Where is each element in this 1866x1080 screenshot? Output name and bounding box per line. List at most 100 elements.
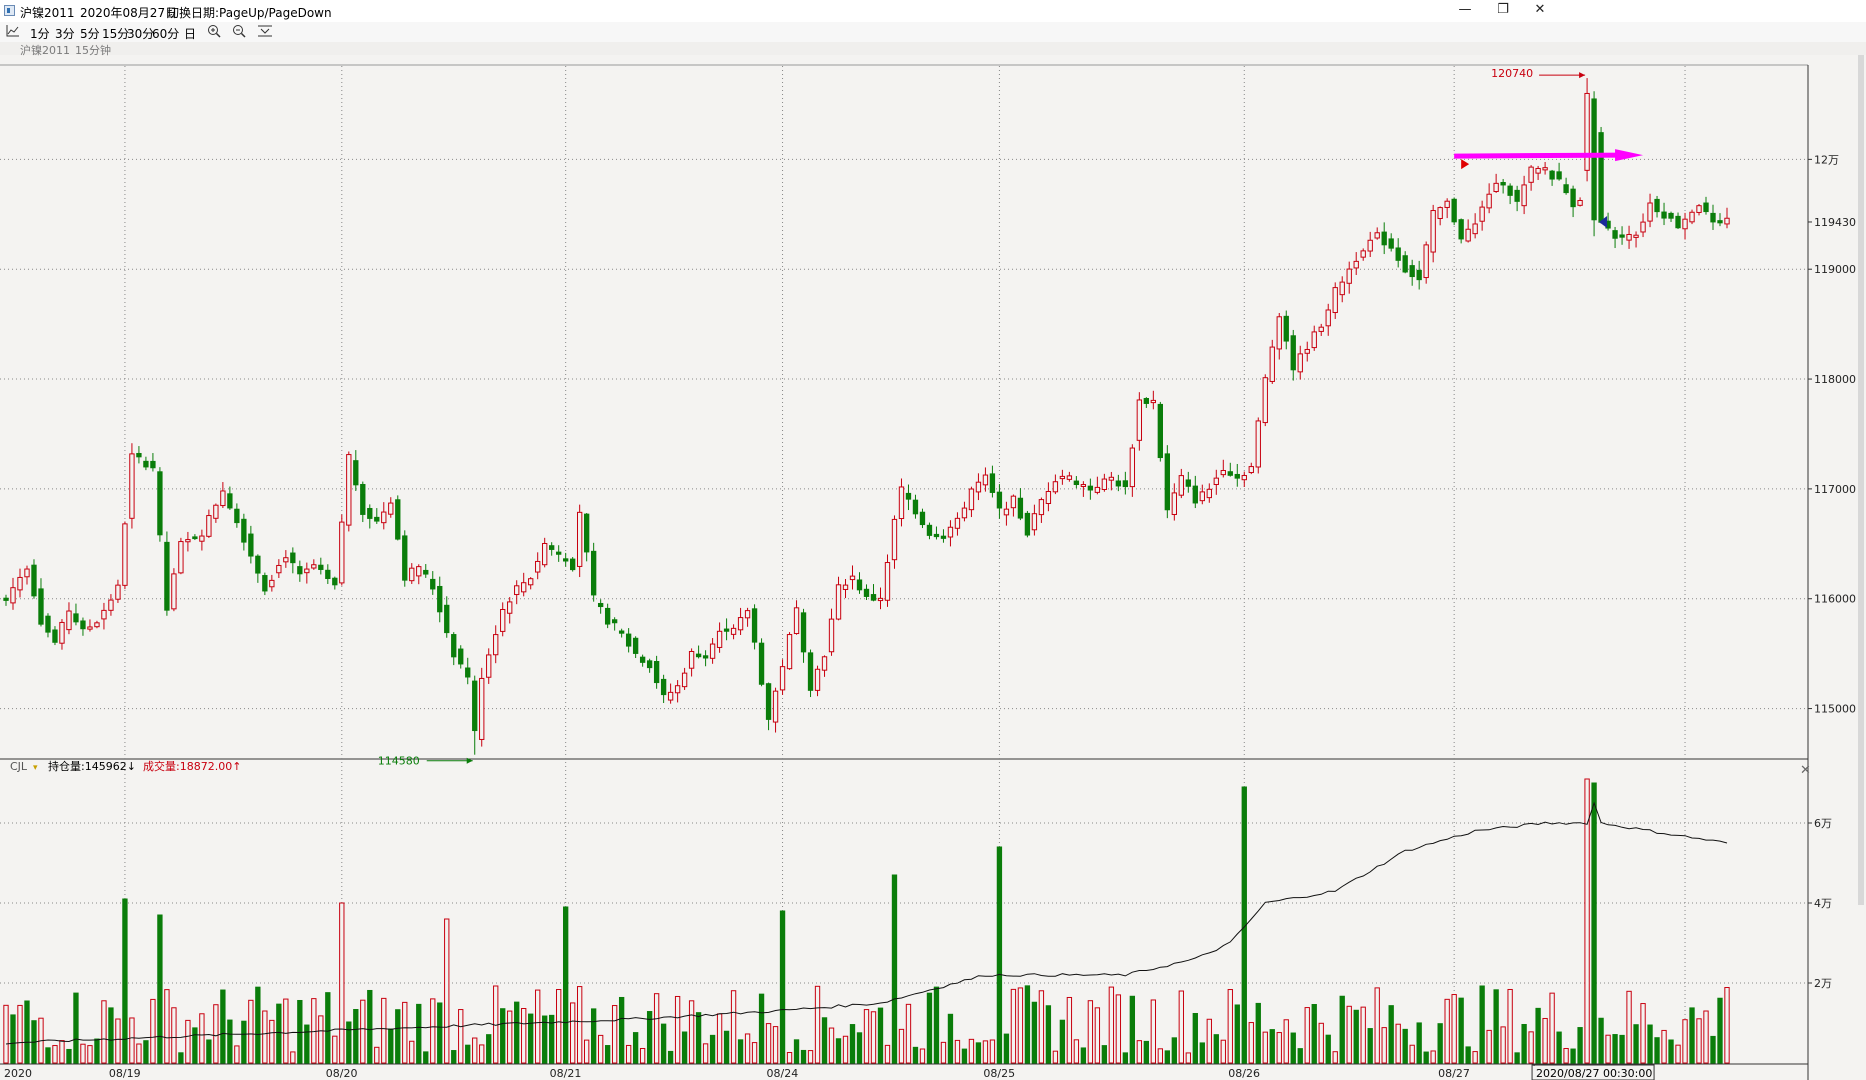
candle-up [101, 609, 107, 620]
volume-bar [772, 1026, 779, 1064]
volume-bar [926, 992, 933, 1064]
volume-bar [1178, 990, 1184, 1064]
candle-down [430, 578, 436, 590]
volume-bar [416, 1003, 422, 1064]
volume-bar [1535, 1007, 1541, 1064]
candle-down [395, 499, 401, 540]
volume-bar [1255, 1002, 1261, 1064]
volume-bar [164, 989, 170, 1064]
candle-down [751, 608, 758, 643]
candle-up [1640, 221, 1646, 233]
volume-bar [1360, 1006, 1366, 1064]
volume-bar [1353, 1009, 1359, 1064]
period-30min[interactable]: 30分 [127, 27, 155, 41]
volume-bar [157, 914, 163, 1064]
candle-down [164, 541, 170, 611]
volume-bar [814, 985, 821, 1064]
volume-bar [1136, 1040, 1143, 1064]
candle-up [528, 578, 534, 586]
candle-down [248, 533, 254, 557]
candle-up [87, 626, 93, 630]
candle-down [563, 558, 569, 562]
volume-bar [3, 1004, 9, 1064]
candle-down [1192, 485, 1198, 504]
volume-bar [1080, 1047, 1087, 1064]
volume-bar [1297, 1048, 1303, 1064]
indicator-close-icon[interactable]: ✕ [1800, 763, 1811, 778]
candle-down [1227, 471, 1233, 476]
zoom-in-icon[interactable] [207, 24, 221, 41]
candle-down [1164, 453, 1170, 511]
candle-up [339, 521, 345, 584]
candle-up [1360, 250, 1366, 258]
high-price-label: 120740 [1491, 67, 1533, 80]
candle-up [1129, 447, 1136, 488]
line-chart-icon[interactable] [6, 24, 20, 41]
indicator-dropdown-icon[interactable]: ▾ [33, 763, 38, 773]
period-3min[interactable]: 3分 [55, 27, 75, 41]
volume-bar [856, 1032, 863, 1064]
x-tick-label: 08/20 [326, 1067, 358, 1080]
candle-down [1563, 184, 1569, 194]
candle-up [178, 541, 184, 574]
axes: 12万 119430 119000 118000 117000 116000 115000 6… [4, 153, 1856, 1080]
volume-bar [1661, 1029, 1667, 1064]
volume-bar [870, 1011, 877, 1064]
candle-up [1444, 200, 1450, 208]
candle-up [493, 634, 499, 656]
period-day[interactable]: 日 [184, 27, 197, 41]
volume-bar [486, 1034, 492, 1064]
candle-up [1101, 478, 1108, 490]
candle-up [542, 542, 548, 566]
period-15min[interactable]: 15分 [102, 27, 130, 41]
volume-bar [618, 996, 625, 1064]
volume-bar [311, 998, 317, 1064]
candle-down [1591, 98, 1597, 221]
candle-up [982, 474, 989, 486]
volume-bar [1248, 1022, 1254, 1064]
volume-bar [1703, 1010, 1709, 1064]
volume-bar [1346, 1005, 1352, 1064]
candle-up [744, 610, 751, 619]
volume-bar [1073, 1039, 1080, 1064]
restore-button[interactable]: ❐ [1497, 2, 1509, 17]
fit-view-icon[interactable] [257, 24, 273, 41]
volume-bar [1549, 992, 1555, 1064]
candle-up [709, 643, 716, 659]
volume-bar [982, 1040, 989, 1064]
candle-down [451, 634, 457, 658]
price-tick-label: 115000 [1814, 703, 1856, 716]
volume-bar [849, 1024, 856, 1064]
volume-bar [1563, 1048, 1569, 1064]
candle-up [1367, 239, 1373, 252]
volume-bar [1066, 996, 1073, 1064]
volume-bar [353, 1009, 359, 1064]
volume-bar [248, 999, 254, 1064]
period-1min[interactable]: 1分 [30, 27, 50, 41]
period-60min[interactable]: 60分 [152, 27, 180, 41]
volume-bar [1087, 1000, 1094, 1064]
candle-up [129, 453, 135, 519]
volume-bar [451, 1050, 457, 1064]
period-5min[interactable]: 5分 [80, 27, 100, 41]
candle-up [898, 486, 905, 520]
candle-down [437, 585, 443, 613]
zoom-out-icon[interactable] [232, 24, 246, 41]
volume-bar [521, 1008, 527, 1064]
volume-bar [1108, 986, 1115, 1064]
volume-bar [17, 1004, 23, 1064]
scrollbar-strip[interactable] [1858, 55, 1864, 905]
volume-bar [1164, 1050, 1170, 1064]
volume-bar [255, 986, 261, 1064]
close-button[interactable]: ✕ [1534, 2, 1546, 17]
volume-bar [206, 1039, 212, 1064]
candle-up [1297, 353, 1303, 373]
volume-bar [653, 993, 660, 1064]
price-tick-label: 117000 [1814, 483, 1856, 496]
minimize-button[interactable]: — [1458, 2, 1472, 17]
candle-up [1493, 182, 1499, 193]
candle-down [1087, 485, 1094, 491]
candle-down [1703, 202, 1709, 213]
price-tick-label: 119000 [1814, 263, 1856, 276]
